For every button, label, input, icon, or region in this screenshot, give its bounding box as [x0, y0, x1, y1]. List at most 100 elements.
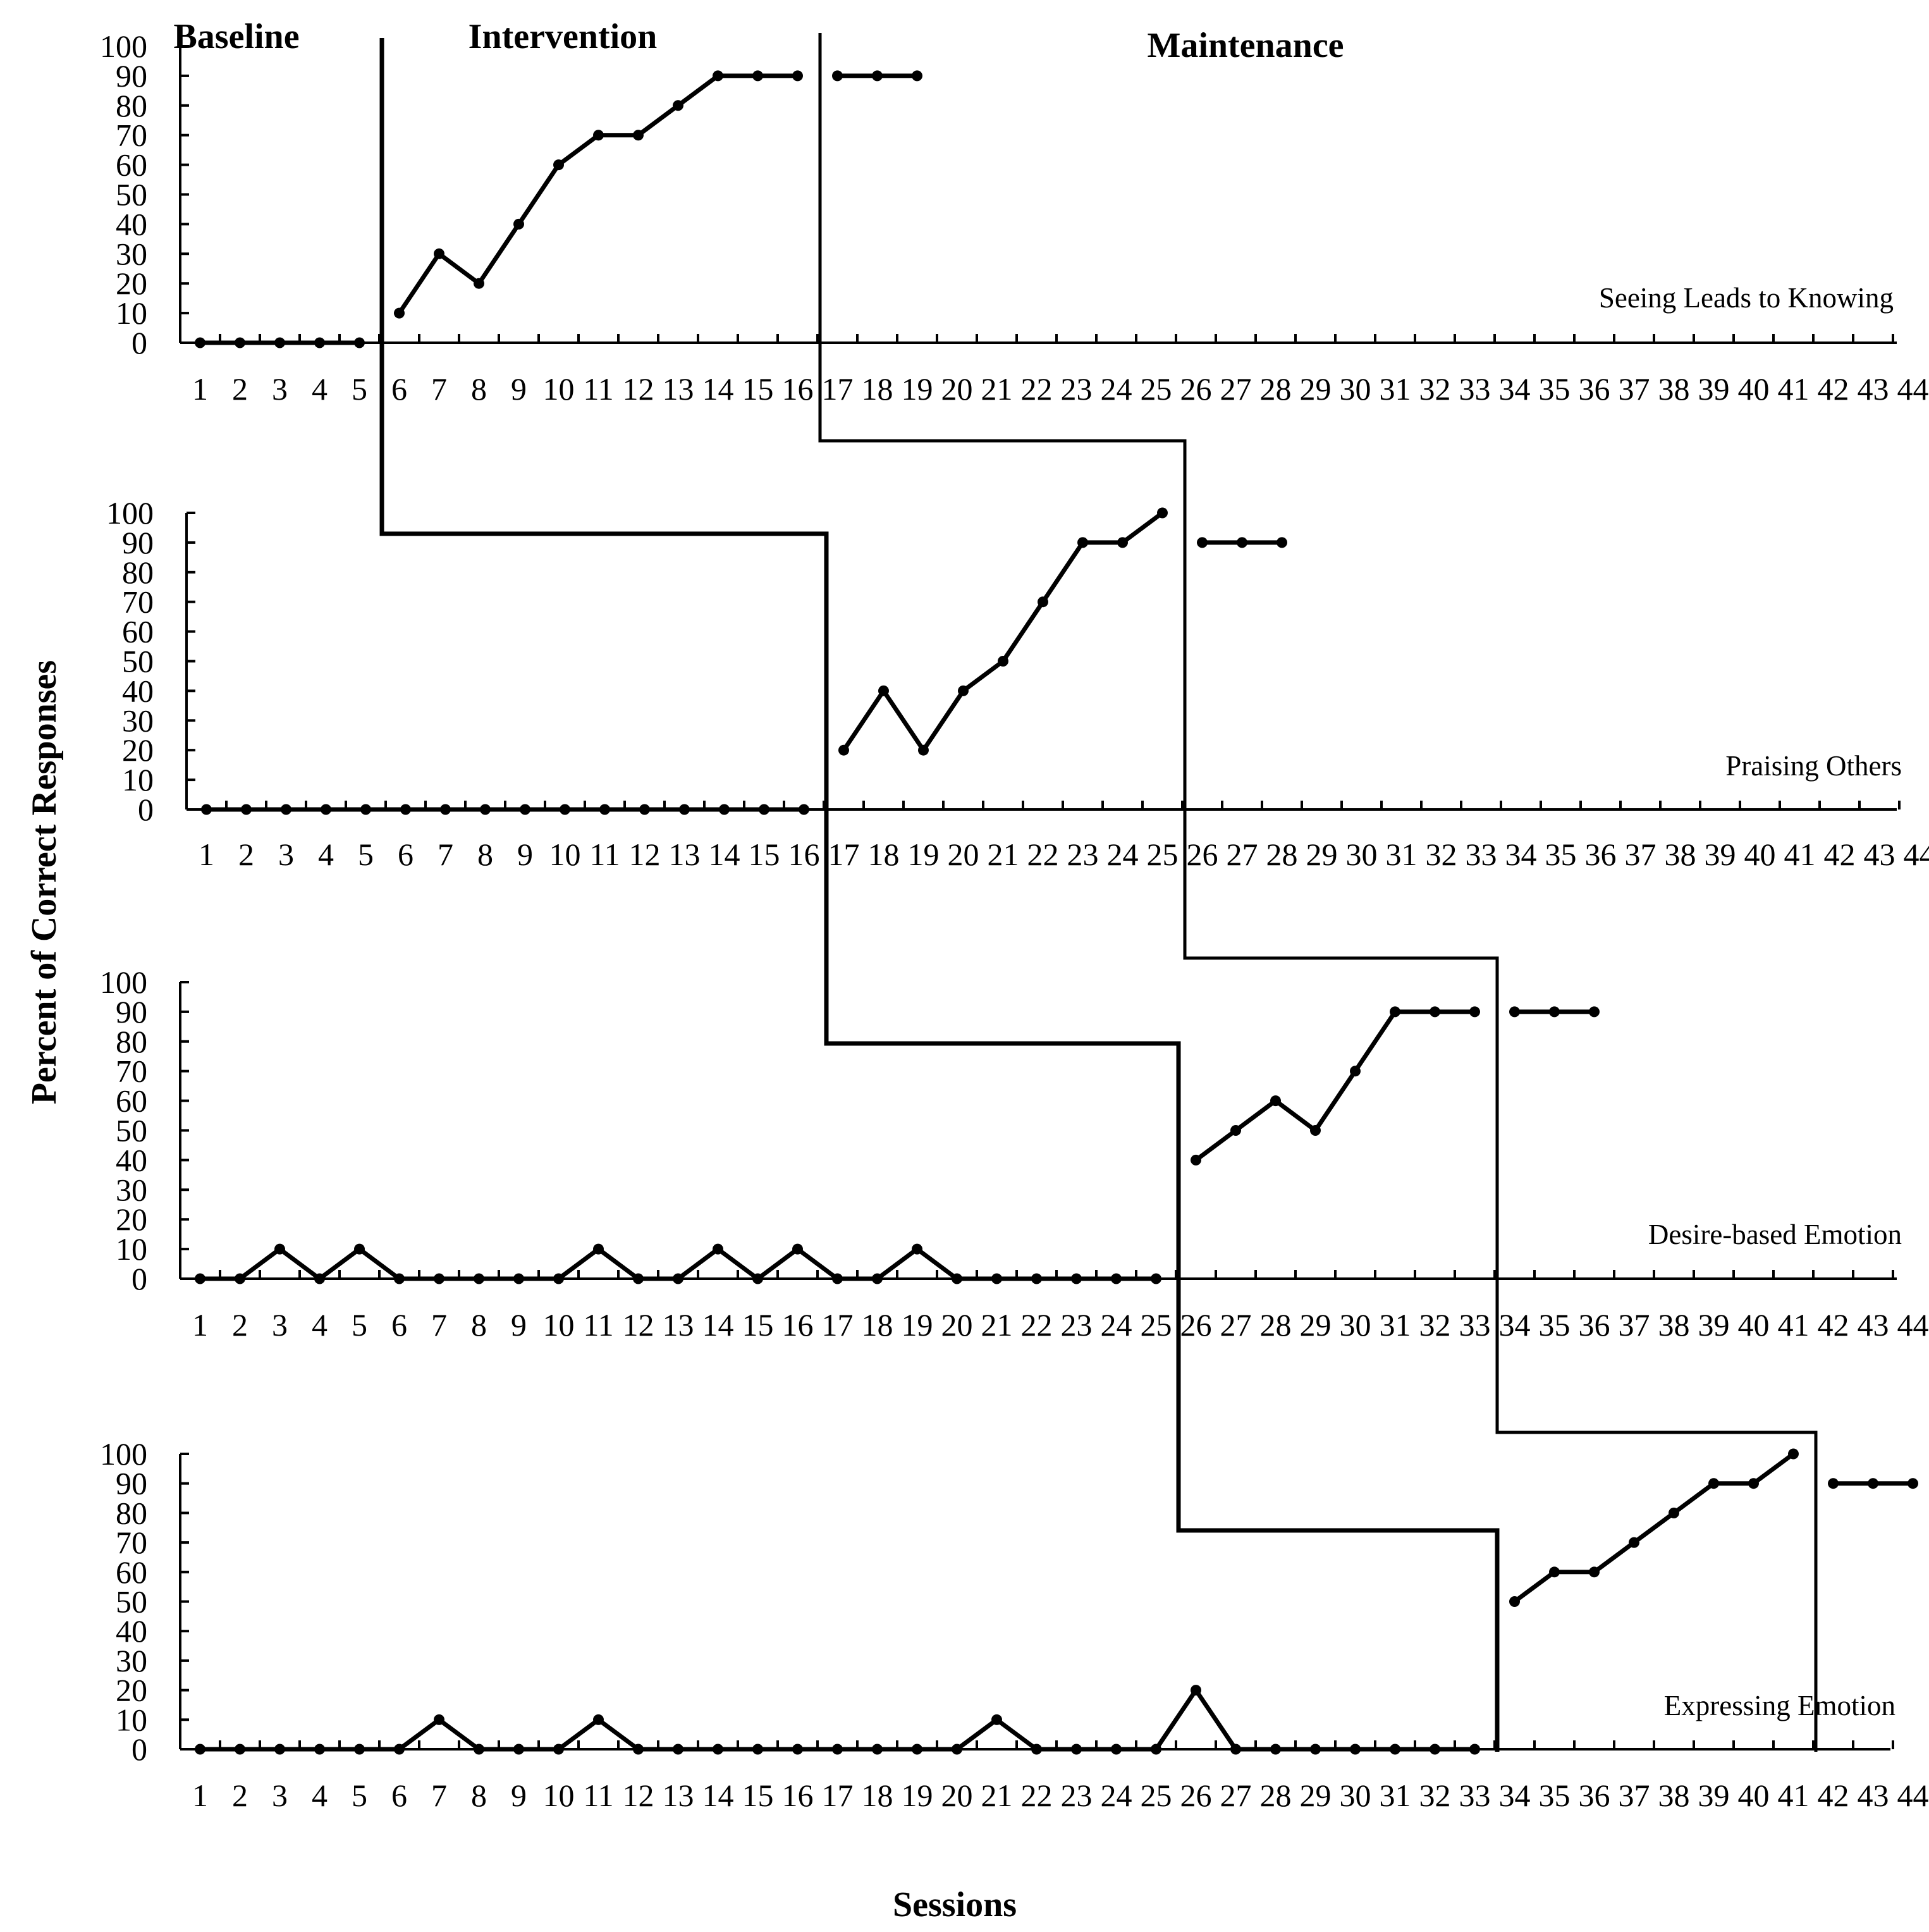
x-tick-label: 31 — [1380, 371, 1411, 407]
data-point — [1071, 1273, 1082, 1284]
y-tick-label: 20 — [122, 732, 154, 768]
data-point — [1469, 1744, 1480, 1755]
x-tick-label: 20 — [948, 837, 979, 872]
data-point — [553, 1744, 564, 1755]
x-tick-label: 32 — [1426, 837, 1457, 872]
x-tick-label: 25 — [1141, 371, 1172, 407]
x-tick-label: 30 — [1340, 1307, 1371, 1343]
x-tick-label: 10 — [543, 371, 575, 407]
data-point — [1197, 537, 1208, 548]
x-tick-label: 5 — [352, 371, 367, 407]
data-point — [1828, 1478, 1839, 1489]
series-line-intervention — [1513, 1452, 1795, 1604]
x-tick-label: 35 — [1539, 371, 1571, 407]
x-tick-label: 6 — [391, 371, 407, 407]
data-point — [639, 804, 650, 815]
data-point — [713, 1243, 723, 1255]
data-point — [274, 1744, 285, 1755]
x-tick-label: 41 — [1778, 1307, 1810, 1343]
data-point — [799, 804, 809, 815]
data-point — [752, 1744, 763, 1755]
data-point — [792, 70, 803, 82]
x-tick-label: 14 — [709, 837, 740, 872]
x-tick-label: 22 — [1021, 371, 1053, 407]
x-tick-label: 6 — [398, 837, 413, 872]
data-point — [1230, 1744, 1241, 1755]
x-tick-label: 9 — [511, 1778, 527, 1813]
x-tick-label: 3 — [272, 1307, 288, 1343]
data-point — [1191, 1154, 1201, 1166]
data-point — [195, 1273, 205, 1284]
x-tick-label: 18 — [862, 371, 893, 407]
data-point — [1111, 1273, 1122, 1284]
data-point — [1077, 537, 1088, 548]
x-tick-label: 29 — [1300, 371, 1332, 407]
x-tick-label: 17 — [828, 837, 860, 872]
x-tick-label: 12 — [623, 1307, 654, 1343]
data-point — [1390, 1006, 1400, 1018]
data-point — [474, 1744, 484, 1755]
data-point — [1350, 1066, 1361, 1077]
data-point — [195, 337, 205, 348]
data-point — [241, 804, 252, 815]
x-tick-label: 17 — [822, 371, 854, 407]
y-tick-label: 30 — [116, 236, 147, 271]
data-point — [1509, 1596, 1520, 1607]
data-point — [474, 1273, 484, 1284]
data-point — [513, 1744, 524, 1755]
x-tick-label: 30 — [1346, 837, 1378, 872]
data-point — [1788, 1448, 1799, 1460]
y-tick-label: 40 — [116, 1142, 147, 1178]
x-tick-label: 5 — [358, 837, 374, 872]
y-tick-label: 10 — [122, 762, 154, 797]
data-point — [354, 1243, 365, 1255]
x-tick-label: 15 — [742, 1307, 774, 1343]
data-point — [1191, 1685, 1201, 1696]
y-tick-label: 60 — [116, 1083, 147, 1119]
x-tick-label: 4 — [318, 837, 334, 872]
x-tick-label: 30 — [1340, 371, 1371, 407]
y-tick-label: 60 — [116, 1554, 147, 1590]
y-tick-label: 20 — [116, 1202, 147, 1237]
x-tick-label: 43 — [1858, 1307, 1889, 1343]
data-point — [314, 1273, 325, 1284]
data-point — [1390, 1744, 1400, 1755]
data-point — [633, 130, 644, 141]
data-point — [832, 70, 843, 82]
x-tick-label: 9 — [511, 1307, 527, 1343]
x-tick-label: 29 — [1300, 1307, 1332, 1343]
y-tick-label: 30 — [116, 1643, 147, 1678]
x-tick-label: 29 — [1306, 837, 1338, 872]
x-tick-label: 24 — [1101, 371, 1132, 407]
data-point — [274, 337, 285, 348]
x-tick-label: 44 — [1904, 837, 1929, 872]
data-point — [1270, 1744, 1281, 1755]
x-tick-label: 24 — [1107, 837, 1139, 872]
data-point — [314, 1744, 325, 1755]
x-tick-label: 15 — [742, 371, 774, 407]
y-tick-label: 40 — [116, 1613, 147, 1649]
phase-change-line-baseline-intervention — [379, 38, 1500, 1752]
x-tick-label: 42 — [1824, 837, 1856, 872]
y-tick-label: 60 — [122, 614, 154, 649]
data-point — [553, 159, 564, 171]
x-tick-label: 40 — [1738, 371, 1770, 407]
x-tick-label: 7 — [431, 1778, 447, 1813]
x-tick-label: 1 — [192, 1778, 208, 1813]
data-point — [719, 804, 730, 815]
x-tick-label: 15 — [742, 1778, 774, 1813]
y-tick-label: 10 — [116, 1231, 147, 1267]
data-point — [400, 804, 411, 815]
data-point — [991, 1273, 1002, 1284]
x-tick-label: 9 — [511, 371, 527, 407]
data-point — [235, 1744, 245, 1755]
y-axis-title: Percent of Correct Responses — [25, 660, 64, 1104]
y-tick-label: 70 — [116, 1054, 147, 1089]
data-point — [1908, 1478, 1918, 1489]
x-tick-label: 34 — [1499, 1307, 1531, 1343]
data-point — [872, 1273, 883, 1284]
data-point — [713, 1744, 723, 1755]
x-tick-label: 26 — [1187, 837, 1218, 872]
